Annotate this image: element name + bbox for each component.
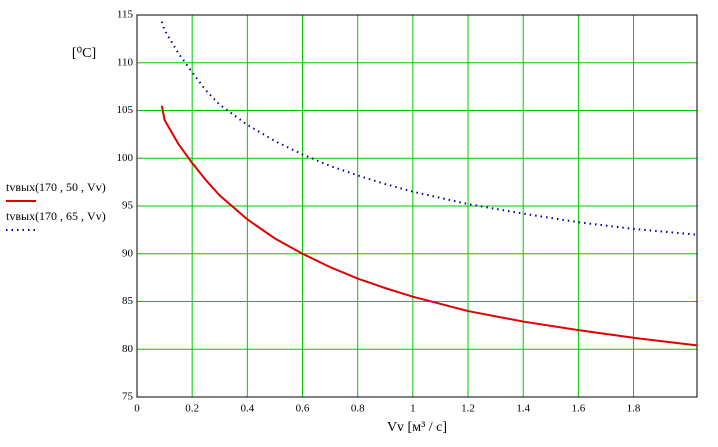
series-line: [160, 105, 698, 347]
x-axis-label: Vv [м³ / c]: [387, 420, 447, 435]
y-tick-label: 105: [117, 104, 134, 116]
y-tick-label: 90: [122, 247, 134, 259]
x-tick-label: 1.2: [461, 403, 475, 415]
legend-label: tvвых(170 , 65 , Vv): [6, 209, 106, 223]
y-tick-label: 95: [122, 200, 134, 212]
x-tick-label: 1.6: [572, 403, 586, 415]
y-tick-label: 110: [117, 56, 134, 68]
x-tick-label: 1.8: [627, 403, 641, 415]
x-tick-label: 0.6: [296, 403, 310, 415]
y-tick-label: 85: [122, 295, 134, 307]
y-tick-label: 80: [122, 343, 134, 355]
y-tick-label: 75: [122, 391, 134, 403]
x-tick-label: 0.4: [240, 403, 254, 415]
y-axis-label: [⁰C]: [72, 46, 96, 61]
x-tick-label: 1.4: [516, 403, 530, 415]
legend-label: tvвых(170 , 50 , Vv): [6, 180, 106, 194]
plot-frame: [136, 14, 698, 398]
y-tick-label: 115: [117, 9, 134, 21]
series-line: [160, 21, 698, 236]
x-tick-label: 0.8: [351, 403, 365, 415]
y-tick-label: 100: [117, 152, 134, 164]
x-tick-label: 0: [134, 403, 140, 415]
x-tick-label: 1: [410, 403, 416, 415]
x-tick-label: 0.2: [185, 403, 199, 415]
